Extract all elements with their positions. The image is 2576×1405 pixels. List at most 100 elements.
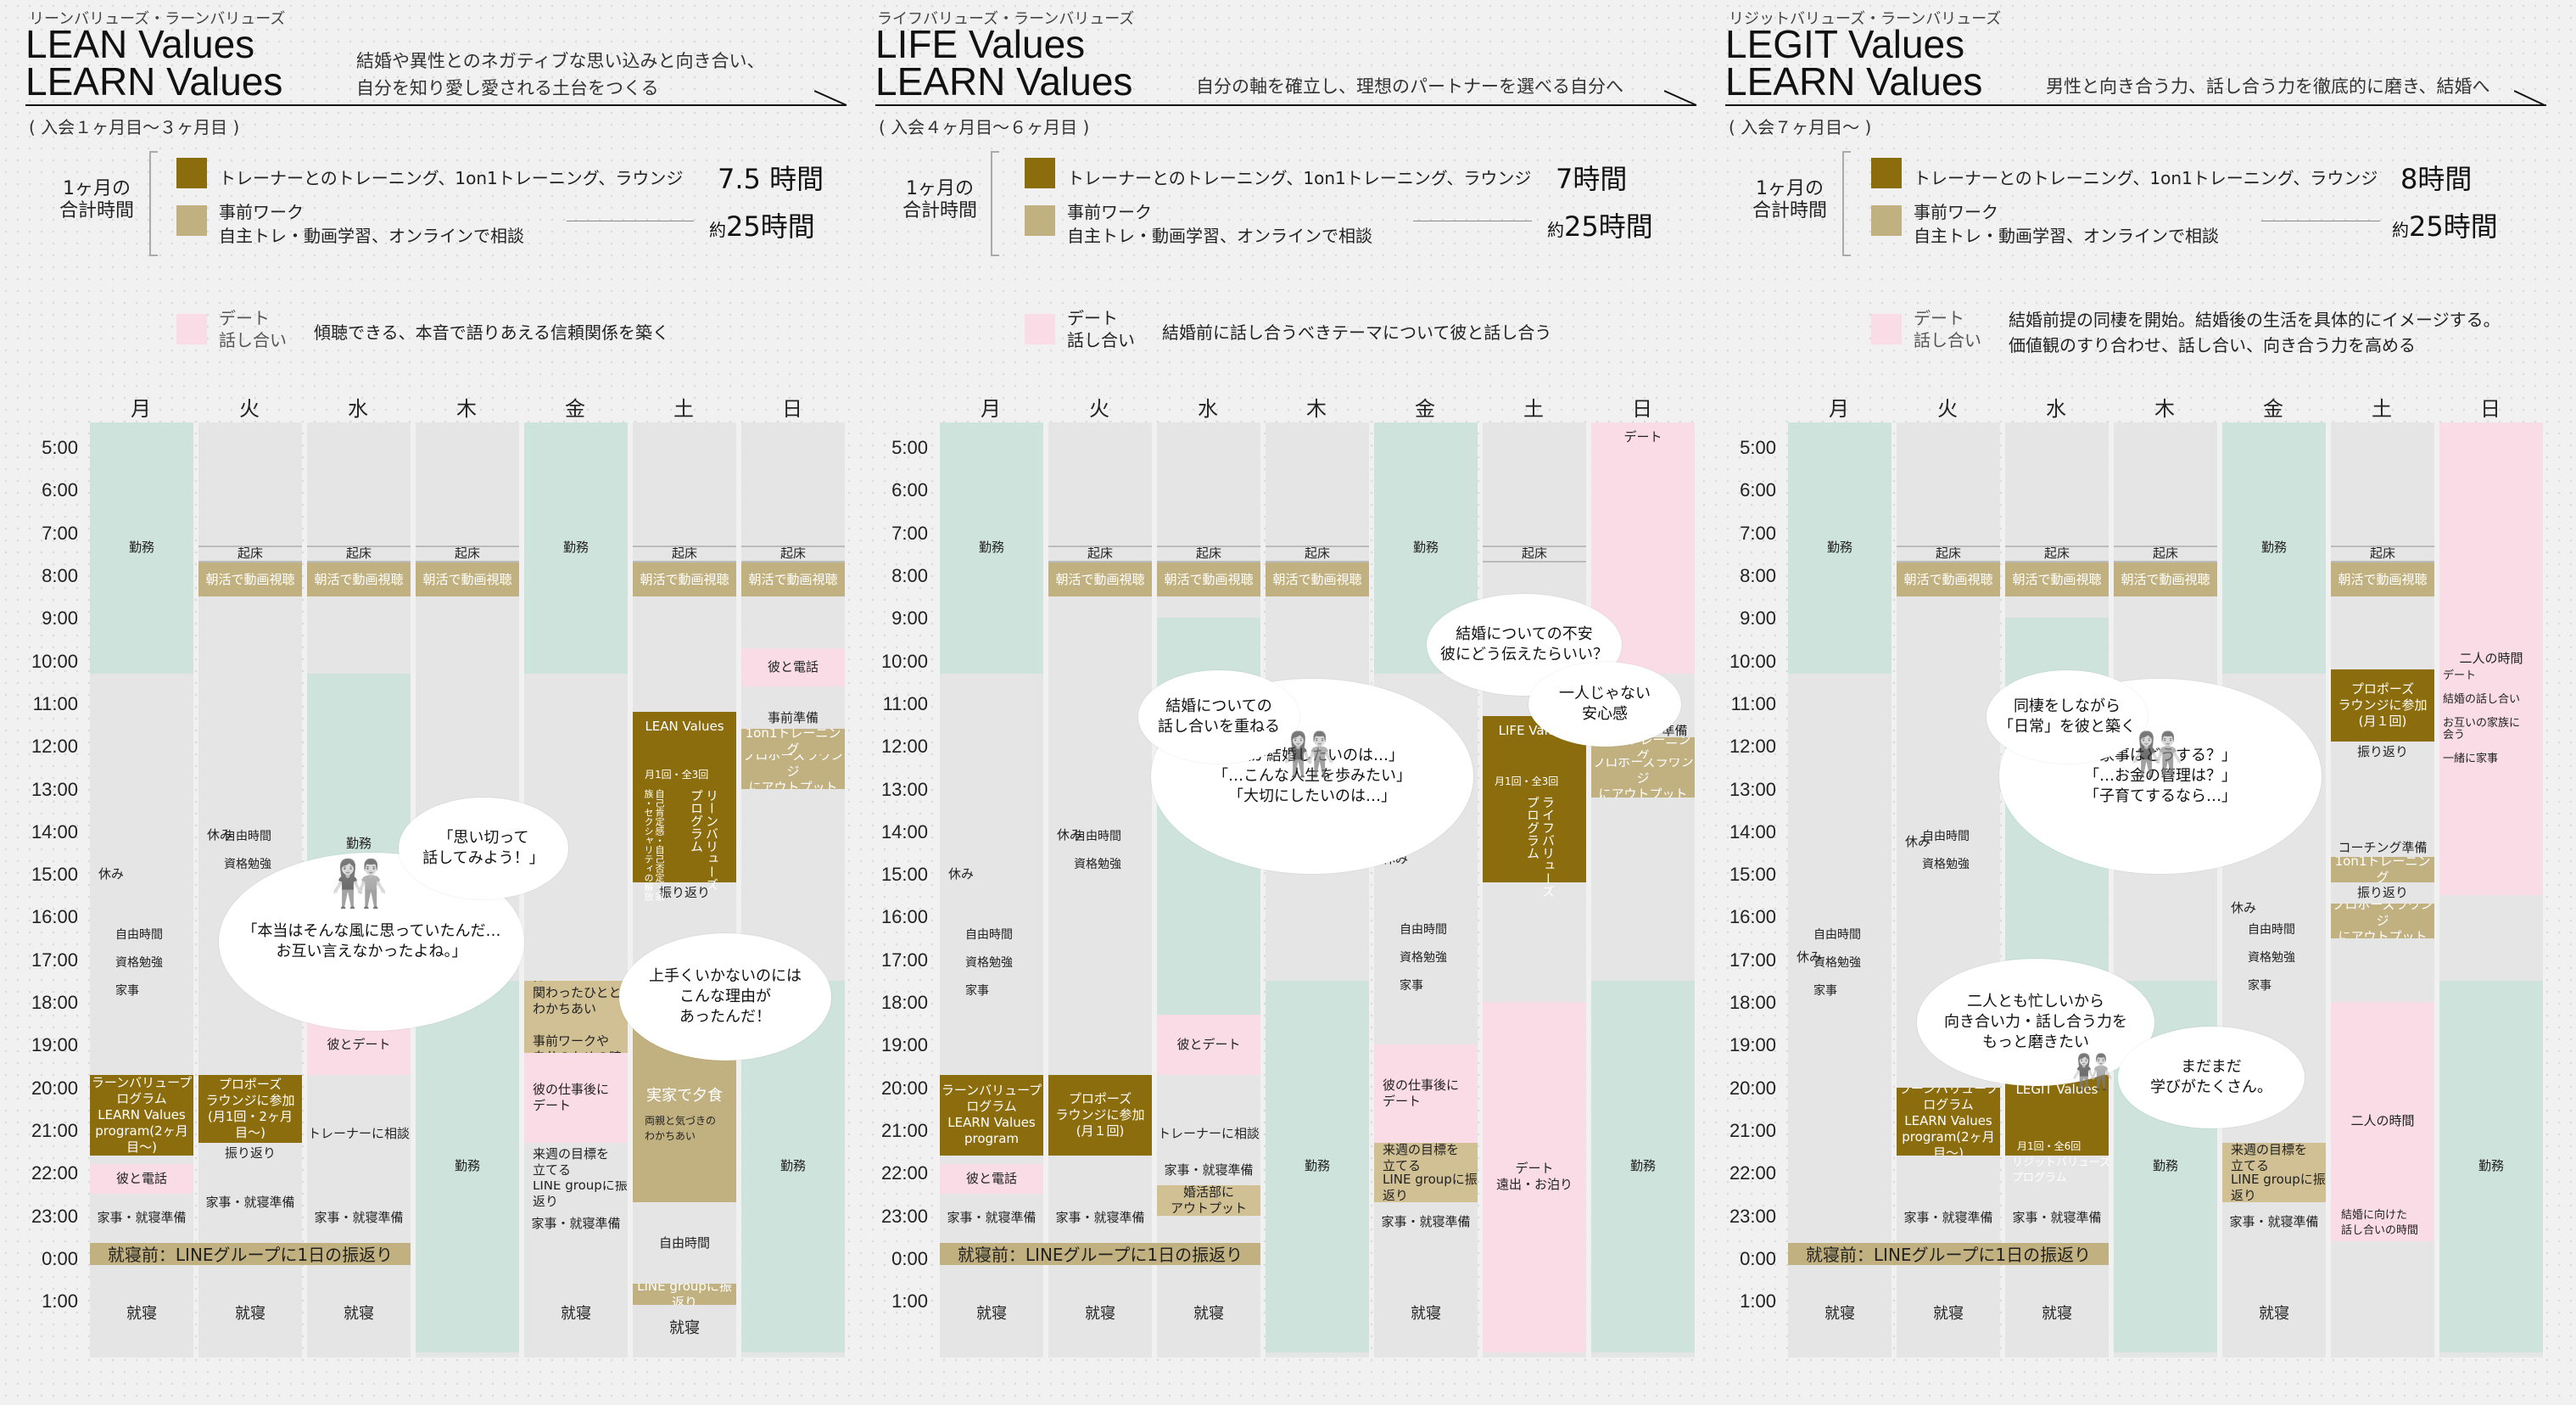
schedule-block [1483, 882, 1586, 1003]
schedule-block: ラーンバリュープログラム LEARN Values program(2ヶ月目〜) [90, 1074, 193, 1156]
legend-swatch-date [176, 314, 207, 344]
legend-training: トレーナーとのトレーニング、1on1トレーニング、ラウンジ [219, 168, 684, 188]
schedule-block: 家事・就寝準備 [307, 1194, 411, 1241]
time-label: 16:00 [31, 906, 78, 928]
schedule-block: 来週の目標を 立てる [1374, 1143, 1478, 1173]
schedule-block: 勤務 [940, 423, 1043, 674]
schedule-block: 起床 [2005, 545, 2109, 563]
rest-detail-item: 自由時間 [2248, 923, 2295, 938]
rest-detail-item: 自由時間 [1400, 923, 1447, 938]
schedule-block: 起床 [633, 545, 736, 563]
time-label: 1:00 [42, 1290, 78, 1313]
panel-legit: リジットバリューズ・ラーンバリューズ LEGIT Values LEARN Va… [1698, 0, 2546, 1405]
panel-title: LEAN Values [25, 22, 255, 66]
day-header: 土 [673, 397, 694, 421]
panel-life: ライフバリューズ・ラーンバリューズ LIFE Values LEARN Valu… [850, 0, 1698, 1405]
period-label: ( 入会１ヶ月目〜３ヶ月目 ) [29, 117, 240, 137]
annotation: 月1回・全3回 [645, 769, 709, 781]
couple-illustration-icon: 👫 [2071, 1053, 2114, 1092]
schedule-block: LEGIT Values [2005, 1074, 2109, 1156]
time-label: 21:00 [880, 1119, 928, 1141]
schedule-block [198, 423, 302, 546]
rest-detail-item: 自由時間 [1813, 927, 1861, 942]
rest-detail-item: 自由時間 [965, 927, 1013, 942]
day-header: 金 [2263, 397, 2283, 421]
time-label: 13:00 [880, 778, 928, 800]
schedule-block: 休み [1048, 596, 1152, 1075]
time-label: 15:00 [31, 864, 78, 886]
schedule-block: 就寝 [90, 1274, 193, 1352]
time-label: 16:00 [880, 906, 928, 928]
schedule-block [307, 423, 411, 546]
schedule-block: 朝活で動画視聴 [307, 562, 411, 597]
schedule-block [2005, 423, 2109, 546]
time-label: 17:00 [880, 949, 928, 971]
time-label: 17:00 [31, 949, 78, 971]
schedule-block: 就寝 [1788, 1274, 1891, 1352]
rest-detail: 自由時間 資格勉強 [1074, 823, 1121, 879]
rest-detail: 自由時間 資格勉強 家事 [115, 921, 163, 1005]
legend-bracket [149, 151, 158, 256]
time-label: 10:00 [880, 650, 928, 672]
schedule-block [741, 596, 845, 648]
day-header: 火 [1089, 397, 1109, 421]
annotation: 月1回・全3回 [1495, 775, 1559, 787]
rest-detail-item: 資格勉強 [1074, 857, 1121, 871]
schedule-block: 元かれなど過去に 関わったひとと わかちあい 事前ワークや 自分のための時間 [524, 980, 628, 1054]
legend-prework: 事前ワーク 自主トレ・動画学習、オンラインで相談 [219, 202, 524, 246]
time-label: 19:00 [880, 1034, 928, 1056]
schedule-block: 起床 [2331, 545, 2434, 563]
schedule-block: 就寝 [524, 1274, 628, 1352]
schedule-block [633, 596, 736, 713]
time-label: 9:00 [1740, 607, 1776, 630]
time-label: 20:00 [1729, 1077, 1776, 1099]
schedule-block: 休み [90, 673, 193, 1075]
legend-bracket [991, 151, 999, 256]
schedule-block: コーチング準備 [2331, 839, 2434, 858]
legend-swatch-prework [1871, 205, 1902, 236]
arrow-tip-icon [814, 90, 847, 106]
title-rule [25, 104, 847, 106]
rest-detail-item: 資格勉強 [965, 955, 1013, 970]
time-label: 11:00 [1730, 692, 1776, 714]
rest-detail-item: 資格勉強 [224, 857, 271, 871]
hours-prework: 約25時間 [2392, 210, 2498, 243]
panel-description: 男性と向き合う力、話し合う力を徹底的に磨き、結婚へ [2046, 76, 2490, 97]
time-label: 14:00 [1729, 820, 1776, 842]
schedule-block: 家事・就寝準備 [198, 1164, 302, 1241]
day-header: 火 [1937, 397, 1958, 421]
legend-prework: 事前ワーク 自主トレ・動画学習、オンラインで相談 [1067, 202, 1372, 246]
schedule-block: 振り返り [633, 882, 736, 904]
time-label: 0:00 [891, 1247, 928, 1269]
schedule-block: 彼と電話 [90, 1164, 193, 1195]
schedule-block: 彼と電話 [940, 1164, 1043, 1195]
schedule-block: プロポーズ ラウンジに参加 (月１回) [2331, 669, 2434, 742]
time-label: 15:00 [880, 864, 928, 886]
schedule-block: 就寝 [307, 1274, 411, 1352]
schedule-block: 家事・就寝準備 [2005, 1194, 2109, 1241]
time-label: 5:00 [42, 437, 78, 459]
time-label: 1:00 [891, 1290, 928, 1313]
annotation: デート 結婚の話し合い お互いの家族に 会う 一緒に家事 [2443, 669, 2521, 765]
legend-swatch-training [176, 158, 207, 188]
schedule-block: プロポーズ ラウンジに参加 (月１回) [1048, 1074, 1152, 1156]
rest-detail-item: 資格勉強 [2248, 951, 2295, 966]
schedule-block: 朝活で動画視聴 [1048, 562, 1152, 597]
rest-detail-item: 家事 [1400, 979, 1423, 994]
panel-title: LIFE Values [875, 22, 1086, 66]
schedule-block: トレーナーに相談 [307, 1117, 411, 1152]
arrow-tip-icon [1664, 90, 1697, 106]
rest-detail-item: 家事 [1813, 983, 1837, 998]
time-label: 10:00 [1729, 650, 1776, 672]
time-label: 10:00 [31, 650, 78, 672]
time-label: 23:00 [880, 1205, 928, 1227]
panel-overline: ライフバリューズ・ラーンバリューズ [877, 10, 1135, 28]
legend-date-desc: 結婚前提の同棲を開始。結婚後の生活を具体的にイメージする。 価値観のすり合わせ、… [2009, 310, 2501, 355]
schedule-block: 来週の目標を 立てる [2222, 1143, 2326, 1173]
schedule-block: LEAN Values [633, 712, 736, 883]
arrow-tip-icon [2514, 90, 2545, 106]
legend-swatch-date [1025, 314, 1055, 344]
time-label: 6:00 [891, 479, 928, 501]
time-label: 0:00 [42, 1247, 78, 1269]
time-label: 23:00 [1729, 1205, 1776, 1227]
